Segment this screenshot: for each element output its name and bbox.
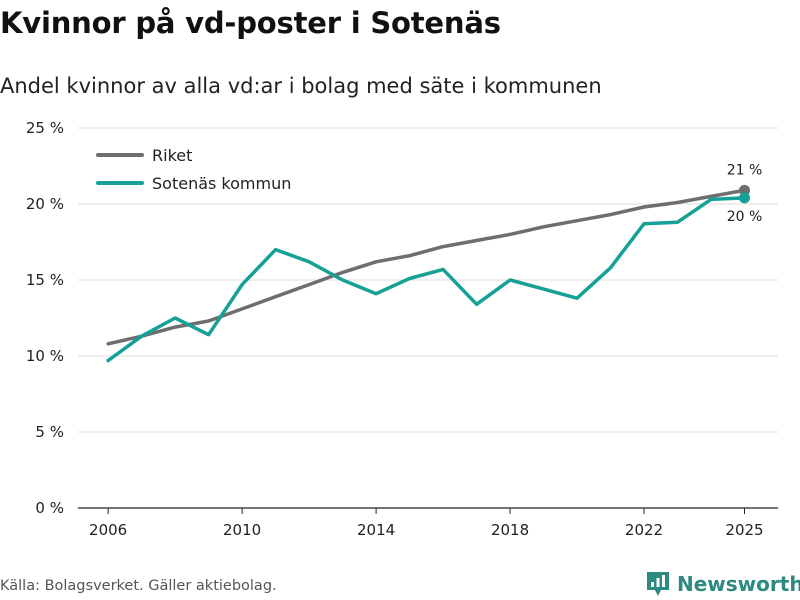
series-line-riket [106, 188, 747, 346]
y-tick-label: 25 % [26, 119, 64, 137]
series-lines: 21 % 20 % [106, 162, 763, 363]
brand-logo: Newsworthy [645, 570, 800, 598]
legend: Riket Sotenäs kommun [96, 146, 291, 193]
brand-name: Newsworthy [677, 572, 800, 596]
legend-label: Riket [152, 146, 192, 165]
legend-label: Sotenäs kommun [152, 174, 291, 193]
series-end-point [739, 184, 751, 196]
series-line-sotenas [106, 196, 747, 363]
y-tick-label: 10 % [26, 347, 64, 365]
source-note: Källa: Bolagsverket. Gäller aktiebolag. [0, 578, 277, 594]
chart-subtitle: Andel kvinnor av alla vd:ar i bolag med … [0, 74, 602, 98]
x-tick-label: 2006 [89, 521, 127, 539]
x-tick-label: 2022 [625, 521, 663, 539]
y-tick-label: 20 % [26, 195, 64, 213]
gridlines [78, 127, 778, 509]
x-tick-label: 2018 [491, 521, 529, 539]
x-tick-label: 2025 [725, 521, 763, 539]
chart-title: Kvinnor på vd-poster i Sotenäs [0, 6, 501, 40]
y-tick-label: 15 % [26, 271, 64, 289]
y-axis: 0 % 5 % 10 % 15 % 20 % 25 % [26, 119, 64, 517]
x-tick-label: 2010 [223, 521, 261, 539]
series-end-point [739, 192, 751, 204]
newsworthy-logo-icon [647, 572, 669, 596]
x-axis: 2006 2010 2014 2018 2022 2025 [89, 508, 764, 539]
y-tick-label: 0 % [35, 499, 64, 517]
series-end-label: 20 % [727, 209, 763, 225]
y-tick-label: 5 % [35, 423, 64, 441]
series-end-label: 21 % [727, 162, 763, 178]
x-tick-label: 2014 [357, 521, 395, 539]
